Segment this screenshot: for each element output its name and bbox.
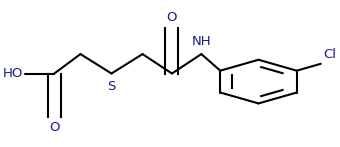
- Text: Cl: Cl: [323, 48, 336, 61]
- Text: O: O: [167, 11, 177, 24]
- Text: S: S: [107, 80, 116, 93]
- Text: O: O: [49, 121, 59, 134]
- Text: HO: HO: [3, 67, 23, 80]
- Text: NH: NH: [191, 35, 211, 48]
